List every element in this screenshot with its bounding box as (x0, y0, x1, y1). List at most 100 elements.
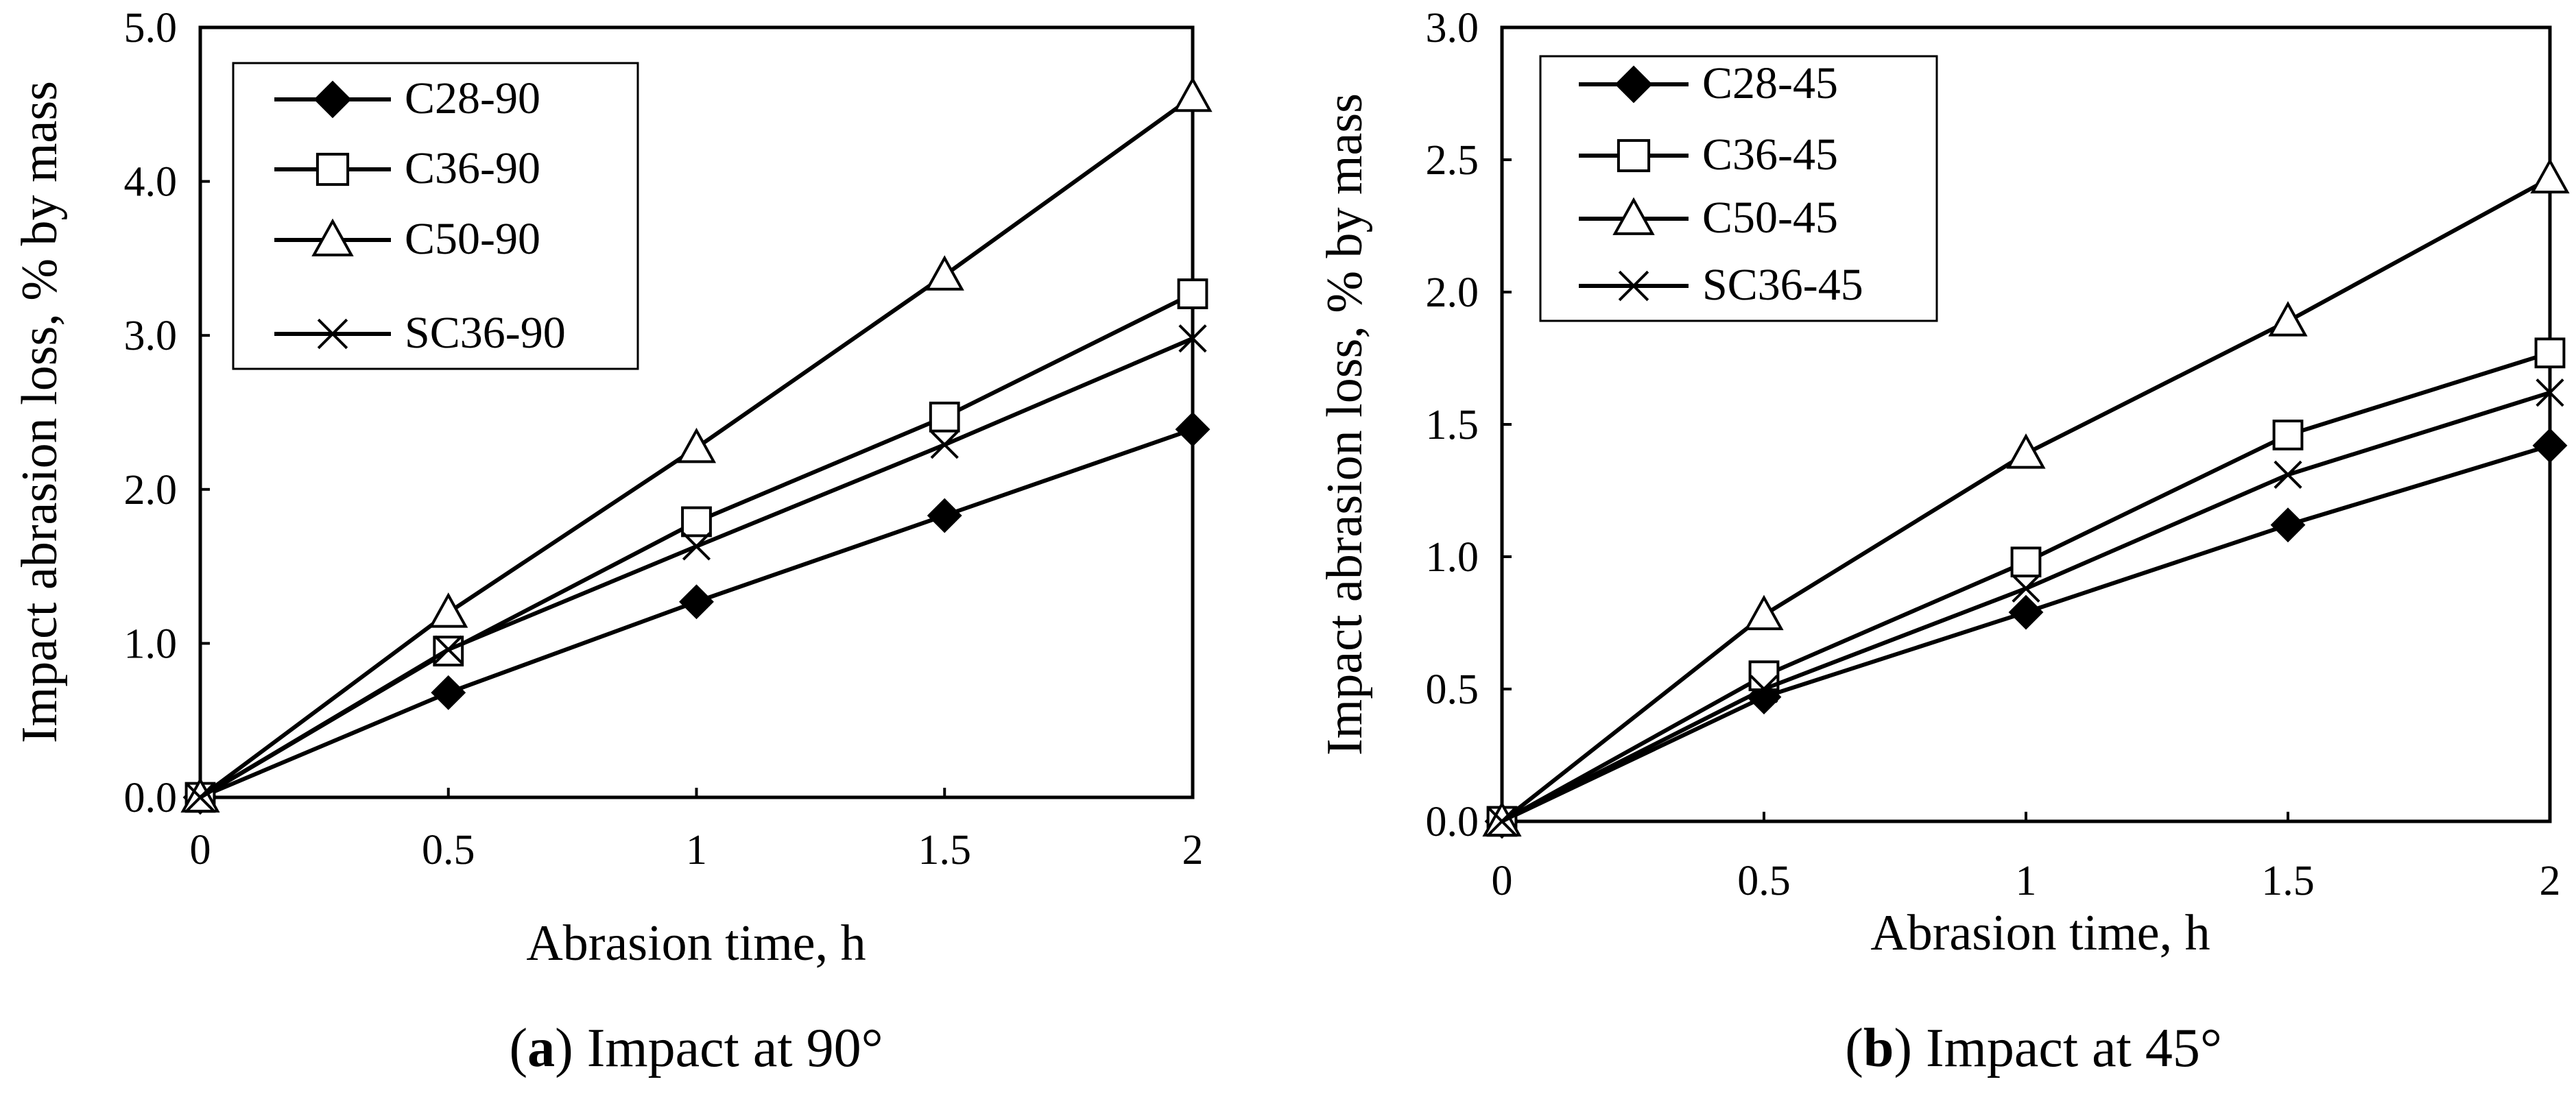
y-axis-label: Impact abrasion loss, % by mass (12, 81, 68, 743)
diamond-marker (2270, 507, 2306, 543)
y-tick-label: 0.0 (1426, 799, 1479, 845)
cross-marker (186, 783, 215, 812)
x-tick-label: 1.5 (2261, 858, 2315, 904)
legend-item: C36-45 (1579, 130, 1838, 180)
series-C50-45 (1482, 158, 2570, 837)
chart-panel-b: 0.0 0.5 1.0 1.5 2.0 2.5 3.0 0 0.5 1 1.5 2 Impact a… (1317, 5, 2570, 1078)
cross-marker (434, 635, 463, 664)
x-tick-label: 2 (2540, 858, 2561, 904)
panel-caption: (b) Impact at 45° (1845, 1018, 2222, 1078)
cross-marker (2536, 378, 2564, 407)
y-tick-label: 1.0 (1426, 534, 1479, 581)
legend-item: C36-90 (274, 143, 540, 193)
legend-cross-marker (1579, 270, 1689, 302)
square-marker (2534, 337, 2566, 369)
diamond-marker (313, 80, 352, 119)
legend-label: C28-45 (1702, 58, 1838, 108)
series-SC36-90 (186, 324, 1207, 812)
legend: C28-45 C36-45 C50-45 SC36-45 (1539, 55, 1938, 322)
legend-item: C28-45 (1579, 58, 1838, 108)
square-marker (1177, 278, 1208, 309)
y-axis-label: Impact abrasion loss, % by mass (1317, 93, 1373, 756)
legend-box (232, 62, 639, 370)
cross-marker (930, 431, 959, 459)
x-tick-label: 1.5 (918, 827, 972, 873)
legend-label: C50-90 (405, 214, 540, 264)
cross-marker (317, 318, 348, 350)
legend-item: SC36-45 (1579, 260, 1863, 310)
triangle-marker (2006, 433, 2046, 469)
y-tick-group: 0.0 1.0 2.0 3.0 4.0 5.0 (124, 5, 210, 821)
y-tick-label: 2.5 (1426, 137, 1479, 184)
x-tick-label: 1 (686, 827, 707, 873)
cross-marker (1618, 270, 1649, 302)
triangle-marker (1744, 594, 1784, 631)
legend-cross-marker (274, 318, 391, 350)
x-tick-label: 0 (190, 827, 211, 873)
cross-marker (1750, 675, 1778, 703)
x-tick-label: 1 (2016, 858, 2037, 904)
square-marker (681, 506, 712, 538)
y-tick-label: 1.0 (124, 620, 178, 667)
panel-caption: (a) Impact at 90° (509, 1018, 883, 1078)
diamond-marker (1614, 65, 1653, 104)
legend-item: C28-90 (274, 73, 540, 123)
triangle-marker (676, 427, 717, 463)
diamond-marker (679, 584, 714, 620)
legend-square-marker (274, 152, 391, 186)
series-SC36-45 (1488, 378, 2564, 836)
x-tick-label: 2 (1182, 827, 1204, 873)
x-tick-label: 0 (1492, 858, 1513, 904)
diamond-marker (1175, 411, 1211, 447)
triangle-marker (1612, 197, 1655, 235)
chart-panel-a: 0.0 1.0 2.0 3.0 4.0 5.0 0 0.5 1 1.5 2 Impact abra… (12, 5, 1213, 1078)
legend-square-marker (1579, 138, 1689, 173)
cross-marker (682, 532, 711, 561)
diamond-marker (927, 498, 962, 533)
x-axis-label: Abrasion time, h (526, 915, 866, 972)
legend-triangle-marker (1579, 197, 1689, 235)
triangle-marker (2530, 158, 2570, 194)
x-tick-label: 0.5 (422, 827, 475, 873)
y-tick-label: 5.0 (124, 5, 178, 51)
square-marker (929, 401, 960, 433)
legend-label: C28-90 (405, 73, 540, 123)
legend-item: C50-45 (1579, 193, 1838, 243)
legend: C28-90 C36-90 C50-90 SC36-90 (232, 62, 639, 370)
x-tick-group: 0 0.5 1 1.5 2 (190, 788, 1204, 873)
y-tick-label: 1.5 (1426, 402, 1479, 448)
legend-label: SC36-45 (1702, 260, 1863, 310)
square-marker (315, 152, 350, 186)
legend-diamond-marker (274, 80, 391, 119)
triangle-marker (2268, 301, 2308, 337)
y-tick-label: 2.0 (1426, 269, 1479, 316)
y-tick-label: 3.0 (1426, 5, 1479, 51)
legend-item: SC36-90 (274, 308, 566, 358)
triangle-marker (1173, 76, 1213, 112)
y-tick-label: 4.0 (124, 159, 178, 206)
legend-label: SC36-90 (405, 308, 566, 358)
triangle-marker (429, 592, 468, 628)
y-tick-label: 0.5 (1426, 666, 1479, 713)
diamond-marker (431, 675, 466, 710)
legend-box (1539, 55, 1938, 322)
y-tick-group: 0.0 0.5 1.0 1.5 2.0 2.5 3.0 (1426, 5, 1512, 845)
triangle-marker (311, 218, 354, 256)
diamond-marker (2008, 594, 2044, 630)
y-tick-label: 2.0 (124, 467, 178, 514)
series-C50-90 (180, 76, 1213, 813)
square-marker (1617, 138, 1651, 173)
series-layer (180, 76, 1213, 815)
y-tick-label: 3.0 (124, 313, 178, 359)
x-tick-label: 0.5 (1737, 858, 1791, 904)
x-axis-label: Abrasion time, h (1870, 905, 2210, 961)
legend-triangle-marker (274, 218, 391, 256)
series-layer (1482, 158, 2570, 839)
diamond-marker (2532, 428, 2568, 463)
triangle-marker (925, 255, 964, 291)
legend-label: C50-45 (1702, 193, 1838, 243)
cross-marker (2274, 460, 2302, 489)
legend-item: C50-90 (274, 214, 540, 264)
legend-label: C36-90 (405, 143, 540, 193)
cross-marker (1488, 807, 1516, 836)
